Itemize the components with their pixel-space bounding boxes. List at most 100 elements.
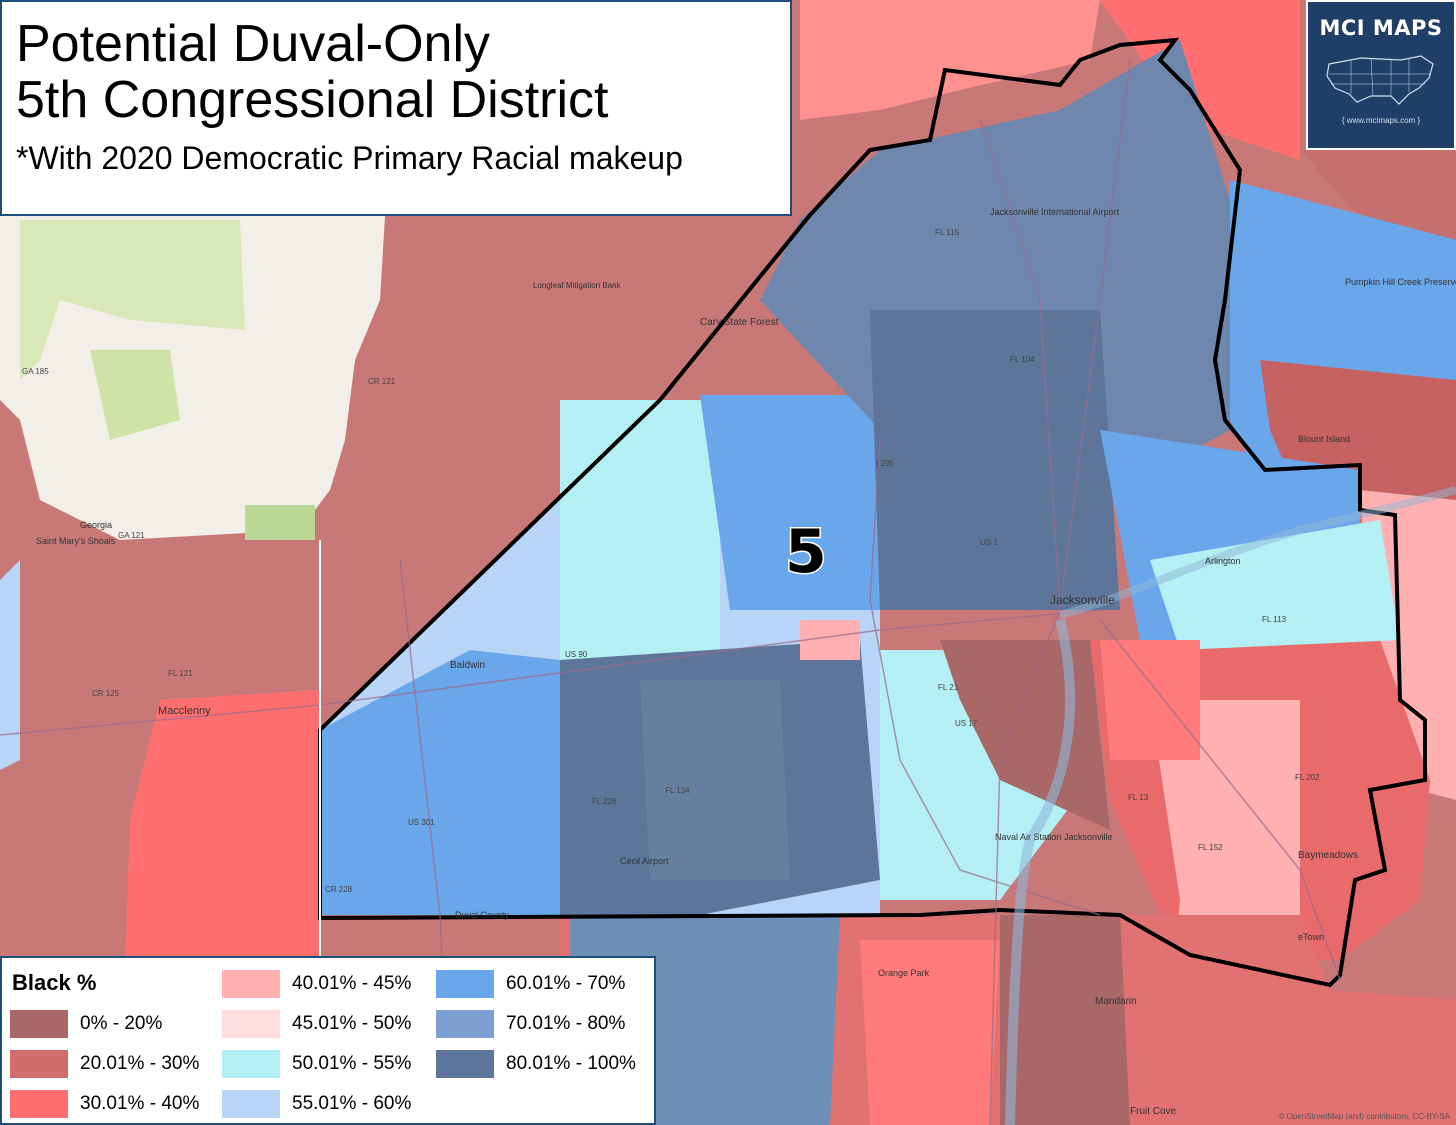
region-mandarin — [1000, 915, 1130, 1125]
road-label-fl152: FL 152 — [1198, 843, 1223, 852]
label-baldwin: Baldwin — [450, 660, 485, 671]
label-nas: Naval Air Station Jacksonville — [995, 832, 1113, 842]
region-orange-park — [860, 940, 1000, 1125]
legend-label: 50.01% - 55% — [292, 1053, 412, 1074]
legend-item: 70.01% - 80% — [436, 1008, 625, 1040]
legend-label: 0% - 20% — [80, 1013, 163, 1034]
road-label-fl21: FL 21 — [938, 683, 959, 692]
title-line-1: Potential Duval-Only — [16, 15, 490, 73]
district-number-label: 5 — [785, 517, 827, 587]
road-label-us90: US 90 — [565, 650, 588, 659]
legend-item: 20.01% - 30% — [10, 1048, 199, 1080]
road-label-fl104: FL 104 — [1010, 355, 1035, 364]
st-johns-river — [1005, 618, 1075, 1125]
district-zone-westside-2 — [640, 680, 790, 880]
legend-item: 45.01% - 50% — [222, 1008, 411, 1040]
legend-swatch — [436, 970, 494, 998]
label-jax-airport: Jacksonville International Airport — [990, 207, 1120, 217]
legend-label: 40.01% - 45% — [292, 973, 412, 994]
legend-title: Black % — [12, 970, 97, 995]
road-label-fl228: FL 228 — [592, 797, 617, 806]
district-5-boundary[interactable] — [318, 37, 1427, 988]
road-label-fl121: FL 121 — [168, 669, 193, 678]
legend-label: 45.01% - 50% — [292, 1013, 412, 1034]
legend-swatch — [222, 1010, 280, 1038]
district-zone-st-johns — [1100, 640, 1200, 760]
label-duval-county: Duval County — [455, 910, 510, 920]
legend-label: 60.01% - 70% — [506, 973, 626, 994]
road-label-i295: I 295 — [876, 459, 894, 468]
legend-label: 70.01% - 80% — [506, 1013, 626, 1034]
road-label-fl134: FL 134 — [665, 786, 690, 795]
label-cary-forest: Cary State Forest — [700, 317, 779, 328]
road-us90 — [0, 609, 1101, 736]
label-etown: eTown — [1298, 932, 1324, 942]
mci-maps-logo: MCI MAPS { www.mcimaps.com } — [1306, 0, 1456, 150]
legend-item: 0% - 20% — [10, 1008, 162, 1040]
legend-swatch — [222, 1050, 280, 1078]
legend-swatch — [10, 1090, 68, 1118]
legend: Black % 0% - 20% 20.01% - 30% 30.01% - 40%… — [0, 956, 656, 1125]
road-us17-north — [979, 119, 1061, 611]
road-label-fl113: FL 113 — [1262, 615, 1287, 624]
forest-area — [20, 220, 245, 380]
label-georgia: Georgia — [80, 520, 112, 530]
label-mandarin: Mandarin — [1095, 996, 1137, 1007]
road-label-fl13: FL 13 — [1128, 793, 1149, 802]
forest-area-2 — [90, 350, 180, 440]
label-blount-island: Blount Island — [1298, 434, 1350, 444]
legend-item: 50.01% - 55% — [222, 1048, 411, 1080]
road-label-cr125: CR 125 — [92, 689, 120, 698]
map-attribution: © OpenStreetMap (and) contributors, CC-B… — [1278, 1112, 1450, 1121]
legend-swatch — [10, 1050, 68, 1078]
label-macclenny: Macclenny — [158, 705, 211, 717]
label-jacksonville: Jacksonville — [1050, 593, 1115, 607]
label-fruit-cove: Fruit Cove — [1130, 1106, 1177, 1117]
st-johns-river-east — [1059, 486, 1456, 619]
title-panel: Potential Duval-Only 5th Congressional D… — [0, 0, 792, 216]
label-arlington: Arlington — [1205, 556, 1241, 566]
district-zone-arlington-2 — [1150, 520, 1400, 650]
road-label-us301: US 301 — [408, 818, 435, 827]
road-label-cr121: CR 121 — [368, 377, 396, 386]
forest-area-3 — [245, 505, 315, 540]
district-zone-pink — [800, 620, 860, 660]
road-i95-north — [1059, 59, 1131, 611]
legend-swatch — [222, 1090, 280, 1118]
region-nassau — [1100, 0, 1300, 160]
legend-item: 40.01% - 45% — [222, 968, 411, 1000]
road-labels: US 90 US 301 US 17 US 1 I 295 FL 115 FL … — [22, 228, 1320, 894]
legend-item: 55.01% - 60% — [222, 1088, 411, 1120]
road-i95-south — [1099, 619, 1341, 981]
road-i295 — [869, 439, 1101, 916]
legend-swatch — [436, 1010, 494, 1038]
title-line-2: 5th Congressional District — [16, 71, 609, 129]
legend-swatch — [10, 1010, 68, 1038]
legend-label: 30.01% - 40% — [80, 1093, 200, 1114]
label-saint-marys: Saint Mary's Shoals — [36, 536, 116, 546]
road-label-us1: US 1 — [980, 538, 998, 547]
region-north — [800, 0, 1100, 120]
logo-url: { www.mcimaps.com } — [1341, 116, 1421, 125]
legend-label: 80.01% - 100% — [506, 1053, 636, 1074]
label-longleaf: Longleaf Mitigation Bank — [533, 281, 622, 290]
place-labels: Jacksonville Macclenny Baldwin Mandarin … — [36, 207, 1456, 1117]
district-interior — [320, 40, 1400, 915]
legend-item: 80.01% - 100% — [436, 1048, 636, 1080]
label-cecil-airport: Cecil Airport — [620, 856, 669, 866]
legend-swatch — [436, 1050, 494, 1078]
legend-item: 60.01% - 70% — [436, 968, 625, 1000]
road-network — [0, 59, 1341, 1125]
logo-title: MCI MAPS — [1319, 16, 1443, 40]
road-label-fl115: FL 115 — [935, 228, 960, 237]
district-zone-60-70-center — [700, 395, 880, 610]
label-orange-park: Orange Park — [878, 968, 930, 978]
road-label-fl202: FL 202 — [1295, 773, 1320, 782]
region-55-60-west — [0, 560, 20, 770]
legend-label: 20.01% - 30% — [80, 1053, 200, 1074]
road-label-ga121: GA 121 — [118, 531, 145, 540]
legend-item: 30.01% - 40% — [10, 1088, 199, 1120]
district-zone-50-55 — [560, 400, 720, 660]
road-label-cr228: CR 228 — [325, 885, 353, 894]
